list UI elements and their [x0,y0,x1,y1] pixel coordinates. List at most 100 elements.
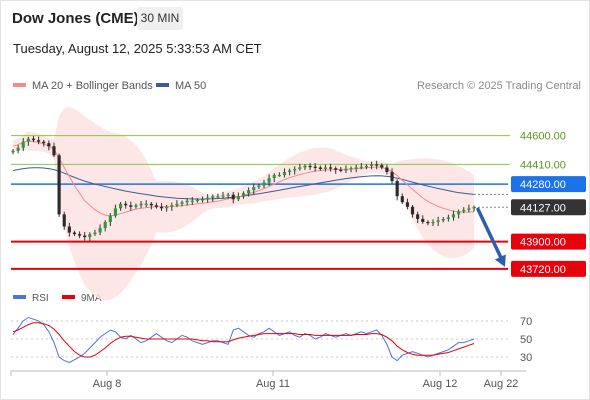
candle-body [457,211,461,215]
candle-body [88,234,92,238]
candle-body [410,206,415,215]
candle-body [334,168,338,170]
legend-9ma-label: 9MA [81,293,102,304]
candle-body [257,185,261,188]
candle-body [236,196,240,200]
candle-body [16,147,20,151]
candle-body [369,164,374,166]
candle-body [113,208,118,216]
support-level-box [511,260,586,277]
x-tick-label: Aug 12 [423,378,458,390]
rsi-tick-label: 70 [520,316,532,328]
candle-body [395,181,399,197]
candle-body [72,232,77,235]
candle-body [175,203,179,206]
candle-body [52,146,56,156]
credit-label: Research © 2025 Trading Central [416,80,581,92]
legend-rsi-label: RSI [32,293,49,304]
candle-body [206,197,210,200]
candle-body [37,140,41,142]
rsi-tick-label: 50 [520,334,532,346]
candle-body [349,168,353,170]
resistance-level-label: 44410.00 [520,159,566,171]
forecast-arrow-shaft [476,207,504,262]
candle-body [134,205,138,207]
current-price-label: 44127.00 [520,202,566,214]
candle-body [272,175,276,179]
candle-body [93,232,97,235]
legend-ma50-label: MA 50 [175,80,207,92]
candle-body [416,214,420,219]
candle-body [303,165,307,168]
candle-body [21,141,25,148]
candle-body [62,214,66,227]
forecast-arrow-head [494,254,506,267]
support-level-label: 43900.00 [520,237,566,249]
candle-body [11,150,15,153]
candle-body [231,194,235,200]
candle-body [262,182,266,186]
candle-body [385,167,389,172]
legend-9ma: 9MA [62,293,102,304]
candle-body [144,203,148,205]
candle-body [462,209,466,212]
candle-body [467,208,471,210]
candle-body [308,165,312,168]
legend-ma20-label: MA 20 + Bollinger Bands [32,80,153,92]
candle-body [83,235,87,238]
candle-body [354,167,358,169]
candle-body [446,217,450,219]
candle-body [431,221,435,224]
instrument-title: Dow Jones (CME) [12,10,139,27]
legend-ma50: MA 50 [156,80,206,92]
legend-rsi: RSI [13,293,49,304]
candle-body [129,205,133,207]
candle-body [318,167,322,169]
candle-body [149,203,153,206]
candle-body [451,214,456,218]
candle-body [400,196,404,203]
pivot-level-box [511,176,586,193]
candle-body [375,164,379,166]
candle-body [180,202,184,204]
support-level-box [511,233,586,250]
rsi-tick-label: 30 [520,352,532,364]
candle-body [323,167,328,169]
candle-body [298,167,302,169]
ma20-swatch [13,83,26,88]
candle-body [42,141,46,144]
candle-body [380,165,384,168]
candle-body [185,200,189,203]
candle-body [31,138,36,141]
candle-body [241,193,246,197]
resistance-level-label: 44600.00 [520,131,566,143]
candle-body [344,168,348,171]
timeframe-badge[interactable]: 30 MIN [137,7,183,30]
current-price-box [511,199,586,216]
candle-body [390,171,394,182]
candle-body [200,199,205,201]
rsi-swatch [13,295,26,300]
candle-body [47,143,51,147]
candle-body [293,168,297,171]
x-tick-label: Aug 8 [93,378,122,390]
candle-body [247,190,251,194]
candle-body [421,218,425,222]
candle-body [277,175,281,177]
candle-body [57,155,61,215]
candle-body [313,166,317,168]
candle-body [190,200,194,202]
legend-ma20: MA 20 + Bollinger Bands [13,80,153,92]
candle-body [195,200,199,202]
ma9-swatch [62,295,75,300]
candle-body [103,221,107,229]
candle-body [364,165,369,168]
candle-body [211,196,215,198]
candle-body [252,187,256,191]
candle-body [436,220,440,222]
candle-body [139,203,143,206]
candle-body [26,138,30,142]
ma50-swatch [156,83,169,88]
candle-body [124,203,128,206]
